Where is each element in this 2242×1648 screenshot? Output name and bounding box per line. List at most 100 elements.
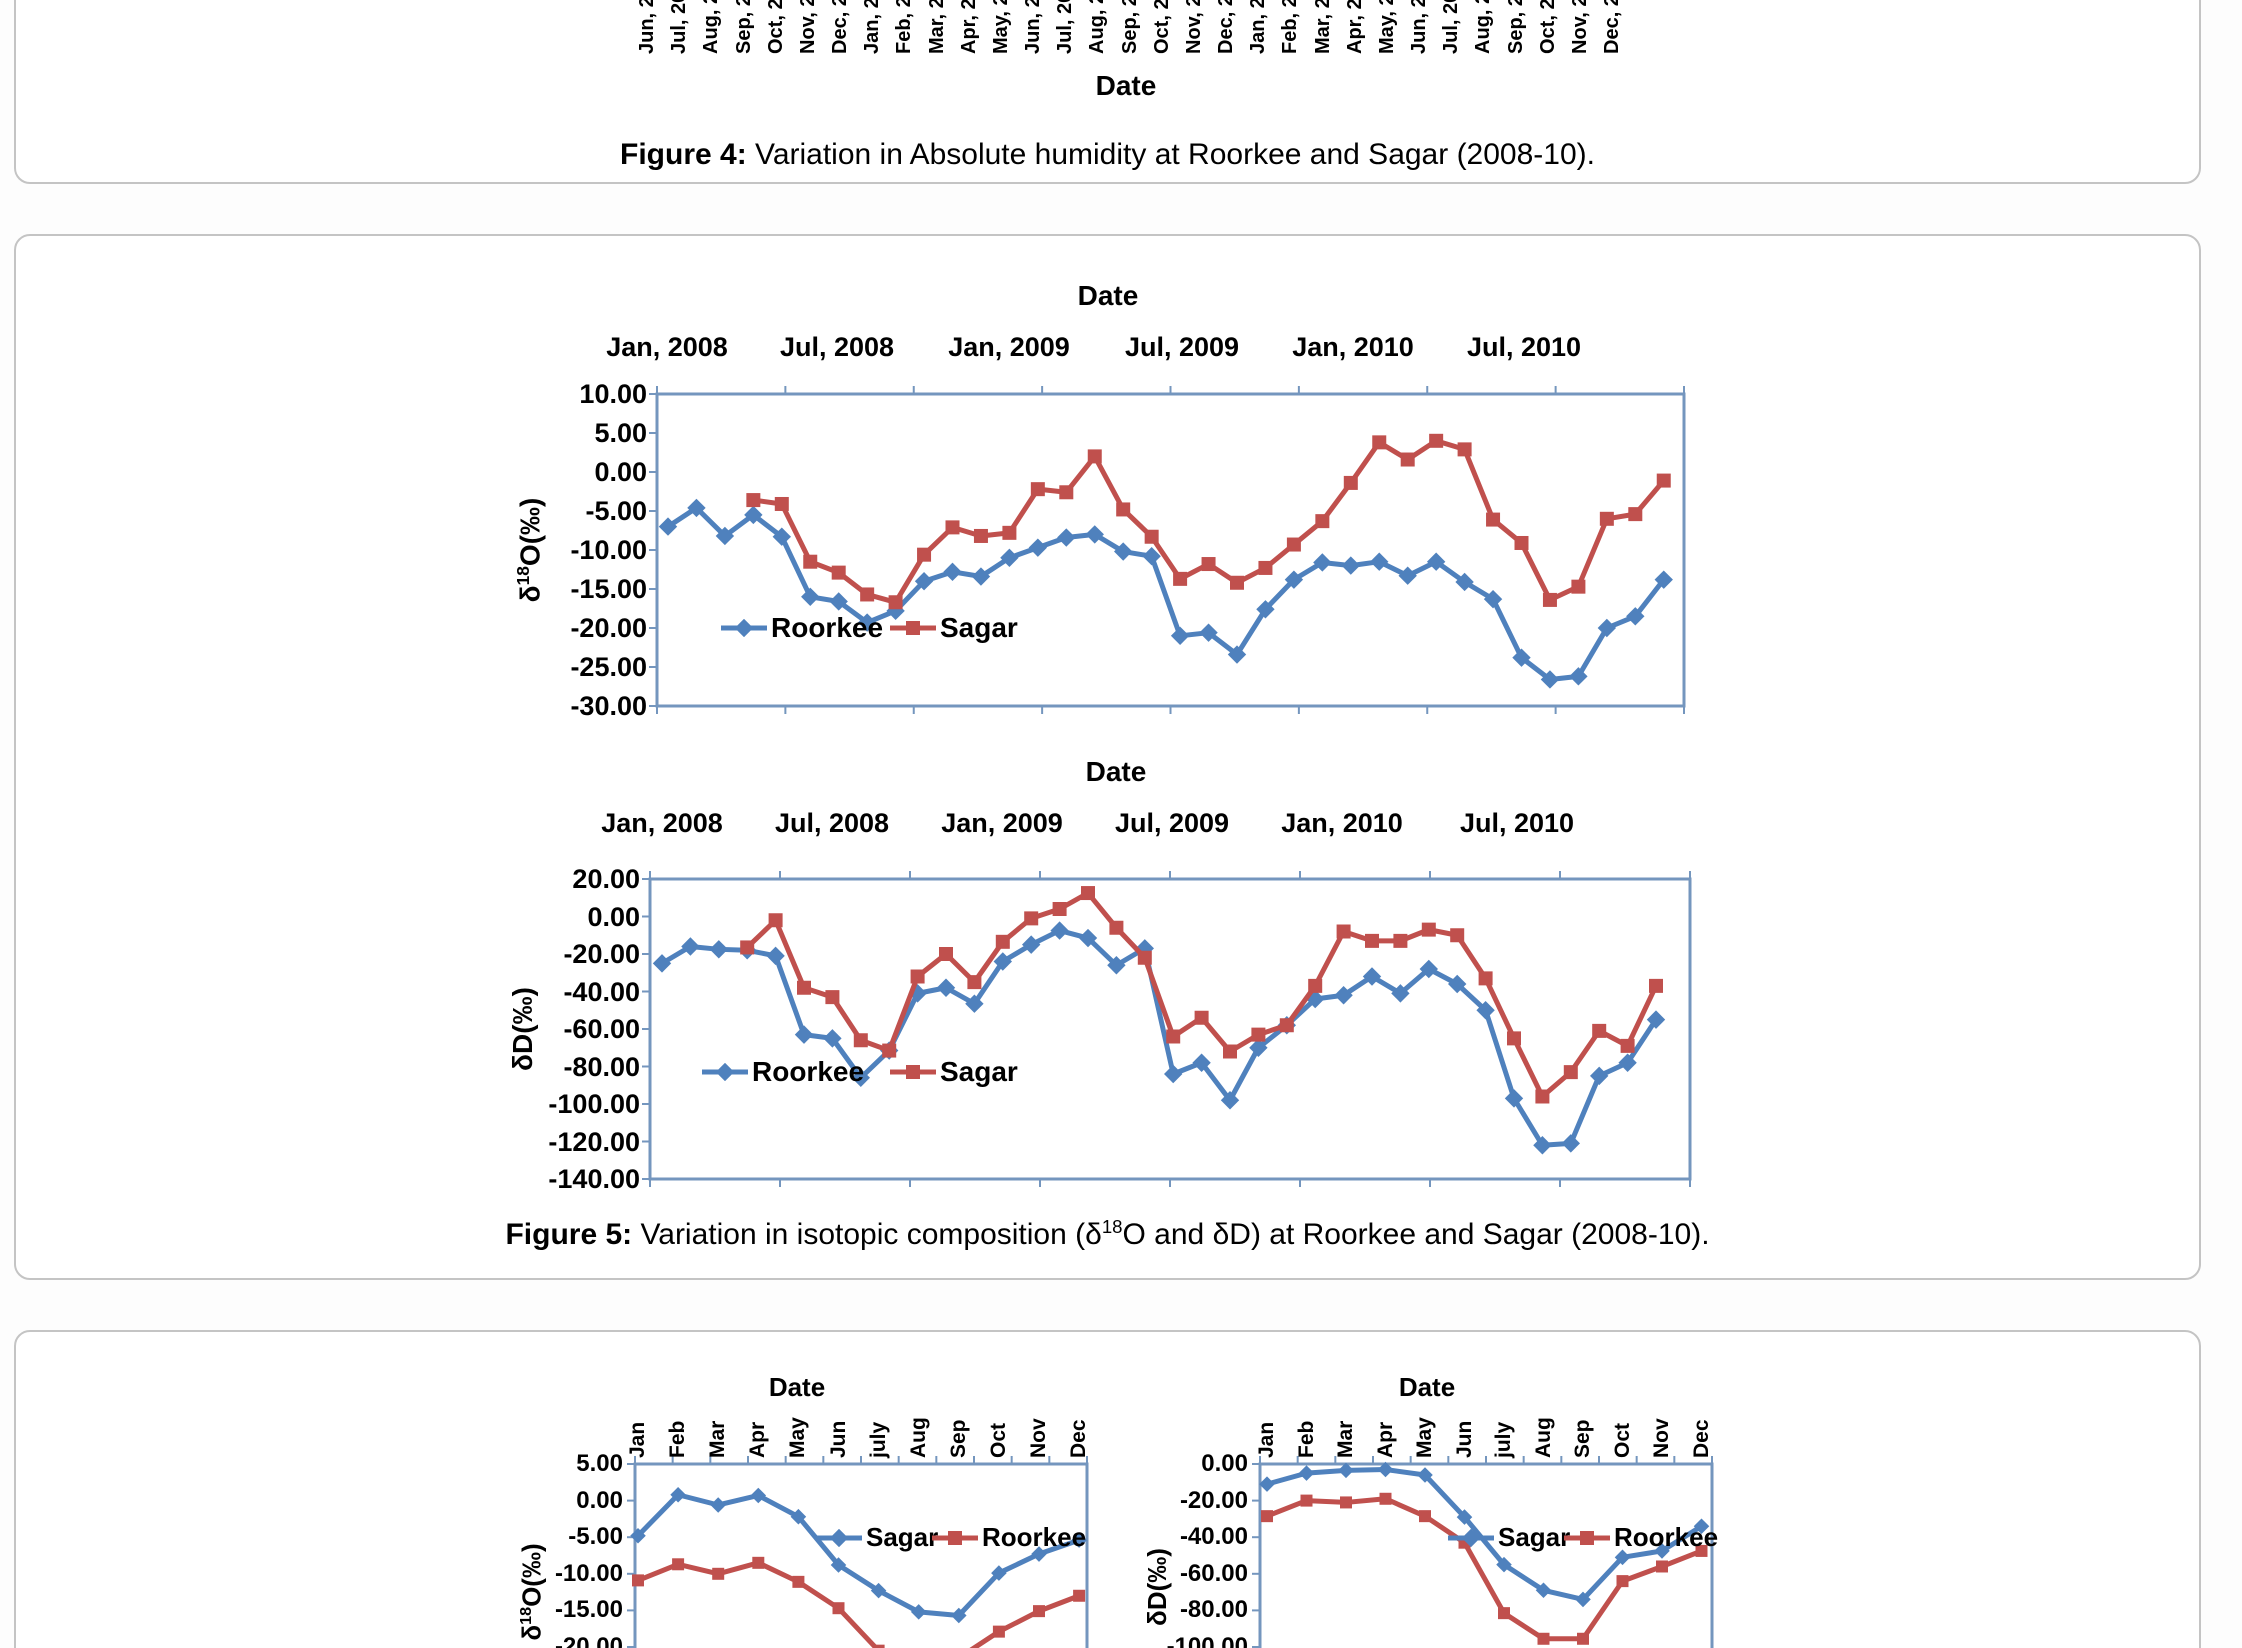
fig5_d18o-legend-item-sagar: Sagar [890,612,1018,644]
fig5_d18o-xaxis-tick-label: Jul, 2010 [1466,332,1582,362]
fig5_dd-marker-sagar [797,980,811,995]
fig5_d18o-ytick-label: 0.00 [594,457,647,487]
fig5_d18o-marker-sagar [945,520,960,535]
fig6_dd-month-label: Jan [1255,1421,1278,1458]
fig4-xaxis-tick-label: Mar, 2009 [925,0,948,54]
fig5_dd-xaxis-tick-label: Jul, 2009 [1114,808,1230,838]
fig5_dd-marker-roorkee [1504,1089,1524,1108]
fig6_d18o-month-label: Sep [946,1419,970,1458]
legend-diamond-marker-icon [1448,1528,1494,1547]
fig6_d18o-marker-roorkee [632,1574,644,1587]
fig6_dd-month-label: Jun [1452,1420,1476,1458]
fig5_d18o-marker-sagar [1030,482,1045,497]
fig5_dd-marker-sagar [1649,978,1663,993]
fig5_d18o-ytick-label: -15.00 [570,574,647,604]
legend-label: Roorkee [771,612,884,643]
legend-square-marker-icon [932,1530,978,1545]
fig5_d18o-xaxis-tick-label: Jan, 2010 [1292,332,1414,362]
fig6_dd-ytick-label: -100.00 [1166,1633,1248,1648]
legend-label: Roorkee [752,1056,865,1087]
fig6_d18o-marker-roorkee [672,1558,685,1571]
fig6_d18o-marker-sagar [991,1565,1007,1581]
legend-marker [734,619,754,637]
legend-label: Sagar [940,612,1018,643]
fig5_d18o-marker-roorkee [1142,547,1161,566]
fig5_dd-marker-roorkee [652,954,672,973]
figure5-caption-prefix: Figure 5: [505,1218,633,1251]
fig5_d18o-marker-sagar [973,528,988,543]
fig5_d18o-marker-roorkee [1028,538,1048,557]
fig4-xaxis-tick-label: May, 2010 [1375,0,1398,54]
fig5_d18o-xaxis-tick-label: Jan, 2008 [606,332,728,362]
fig5_d18o-marker-roorkee [1597,618,1617,638]
legend-diamond-marker-icon [816,1528,862,1547]
fig5_dd-marker-roorkee [709,940,728,959]
fig6_d18o-ytick-label: -20.00 [554,1633,623,1648]
fig6_dd-month-label: july [1492,1421,1515,1458]
fig6_d18o-marker-roorkee [1073,1589,1086,1602]
fig6_dd-ytick-label: -40.00 [1179,1523,1248,1551]
fig5_d18o-marker-roorkee [1654,570,1673,589]
fig5_dd-marker-sagar [1563,1065,1578,1080]
figure5-caption-sup: 18 [1101,1216,1123,1237]
fig5_d18o-ytick-label: -5.00 [585,496,647,526]
fig5_d18o-legend-item-roorkee: Roorkee [721,612,883,644]
fig5_d18o-plot-frame [655,392,1686,708]
fig6_dd-month-label: Sep [1571,1419,1594,1458]
fig5_dd-marker-roorkee [1078,928,1098,948]
fig5_dd-marker-roorkee [681,937,700,956]
fig5_d18o-xaxis-tick-label: Jul, 2008 [779,332,895,362]
fig5_dd-ytick-label: -140.00 [548,1164,640,1194]
fig4-xaxis-tick-label: Oct, 2009 [1150,0,1173,54]
fig6_d18o-series-line-roorkee [635,1560,1082,1648]
fig6_dd-month-label: Nov [1650,1418,1673,1458]
fig6_dd-month-label: May [1413,1417,1436,1458]
fig4-xaxis-tick-label: Sep, 2010 [1504,0,1527,54]
fig4-xaxis-tick-label: Jan, 2009 [861,0,884,54]
fig6_dd-marker-roorkee [1379,1492,1392,1505]
legend-marker [829,1528,849,1547]
fig5_dd-marker-roorkee [794,1025,814,1044]
fig4-xaxis-tick-label: Jun, 2008 [636,0,658,54]
fig5_dd-marker-roorkee [1590,1066,1609,1086]
fig5_dd-marker-sagar [1393,933,1408,948]
fig6_d18o-marker-sagar [1031,1546,1047,1562]
fig6-dd-xaxis-title: Date [1398,1372,1456,1402]
fig5_d18o-marker-roorkee [772,527,791,546]
figure6-panel: Date δ18O(‰) Date δD(‰) 5.00 0.00 -5.00 -10… [14,1330,2201,1648]
fig5_d18o-marker-sagar [1400,452,1415,467]
fig5_d18o-marker-sagar [1571,579,1586,594]
fig5_dd-marker-sagar [1052,902,1067,916]
fig5_d18o-marker-sagar [1144,529,1159,544]
fig6_dd-legend-item-roorkee: Roorkee [1564,1522,1718,1553]
fig5-d18o-xaxis-title: Date [1077,280,1139,311]
fig4-xaxis-title: Date [1095,70,1157,101]
fig5_d18o-marker-sagar [746,493,761,508]
fig6_dd-ytick-label: -60.00 [1179,1559,1248,1587]
fig5-dd-xaxis-title: Date [1085,756,1147,787]
legend-diamond-marker-icon [702,1063,748,1081]
fig5_dd-marker-roorkee [1476,1001,1495,1020]
fig5_d18o-marker-sagar [1087,449,1102,464]
fig4-xaxis-tick-label: Aug, 2008 [700,0,723,54]
fig5_dd-marker-sagar [1308,978,1323,993]
fig6_d18o-month-label: Jun [826,1420,850,1458]
fig5_dd-marker-sagar [1137,950,1152,965]
fig6_dd-marker-roorkee [1261,1510,1273,1523]
fig4-xaxis-tick-label: Nov, 2009 [1182,0,1205,54]
legend-label: Sagar [1498,1522,1571,1552]
fig6_dd-month-label: Apr [1373,1421,1397,1458]
fig6_dd-marker-roorkee [1300,1494,1313,1507]
fig4-xaxis-tick-label: Dec, 2010 [1601,0,1624,54]
fig5_d18o-marker-sagar [1372,435,1387,450]
fig5_dd-marker-sagar [853,1033,868,1048]
legend-square-marker-icon [1564,1530,1610,1545]
fig6_dd-month-label: Feb [1294,1420,1318,1458]
fig5_dd-ytick-label: -20.00 [563,939,640,969]
fig5_d18o-marker-roorkee [1170,626,1190,645]
fig5_d18o-marker-sagar [1514,535,1529,550]
fig5_dd-ytick-label: 0.00 [587,901,640,932]
figure5-caption: Figure 5: Variation in isotopic composit… [16,1216,2199,1252]
fig4-xaxis-tick-label: Dec, 2009 [1215,0,1238,54]
fig4-xaxis-tick-label: Aug, 2010 [1472,0,1495,54]
